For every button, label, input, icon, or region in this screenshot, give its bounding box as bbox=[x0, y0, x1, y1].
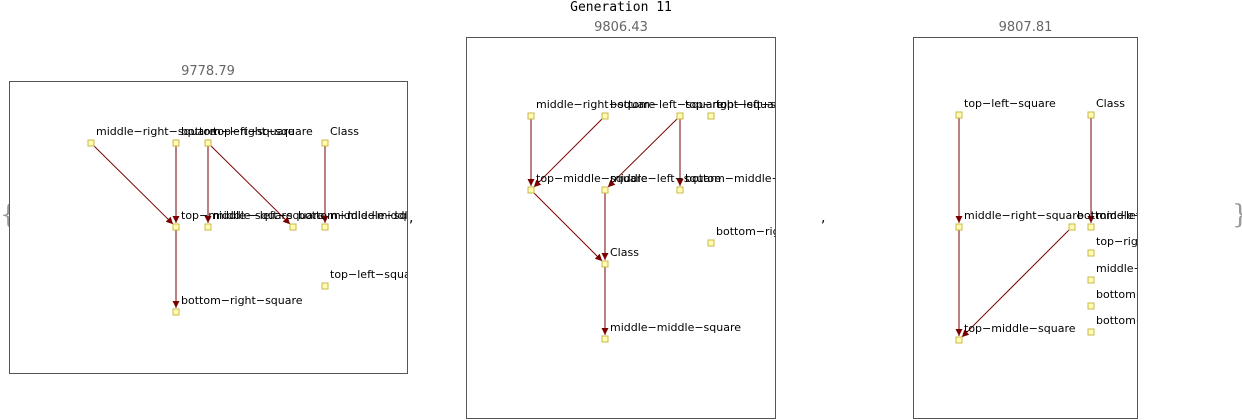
graph-1-node-brs bbox=[172, 139, 180, 147]
graph-2-node-cls bbox=[601, 260, 609, 268]
graph-2-node-trs bbox=[676, 112, 684, 120]
graph-2-node-label-trs: top−right−square bbox=[685, 98, 775, 111]
graph-2-node-bls bbox=[601, 112, 609, 120]
graph-2-score: 9806.43 bbox=[594, 20, 648, 35]
separator-2: , bbox=[821, 210, 826, 226]
graph-3-score: 9807.81 bbox=[998, 20, 1053, 35]
graph-2-node-tms bbox=[527, 186, 535, 194]
graph-3-node-tms bbox=[955, 336, 963, 344]
graph-2-node-label-brs: bottom−right−square bbox=[716, 225, 775, 238]
graph-3-node-bls bbox=[1068, 223, 1076, 231]
graph-1-node-label-brs2: bottom−right−square bbox=[181, 294, 303, 307]
graph-1-node-label-cls: Class bbox=[330, 125, 359, 138]
graph-3-node-label-tms: top−middle−square bbox=[964, 322, 1076, 335]
graph-1-edge-mrs-to-tms bbox=[90, 142, 174, 225]
graph-1-node-label-mls: middle−left−square bbox=[213, 209, 325, 222]
graph-3-node-bms bbox=[1087, 302, 1095, 310]
graph-1-node-label-trs: top−right−square bbox=[213, 125, 313, 138]
graph-3-node-mrs bbox=[955, 223, 963, 231]
graph-2-node-mrs bbox=[527, 112, 535, 120]
graph-3-node-label-brs: bottom−right−square bbox=[1096, 314, 1137, 327]
graph-1-node-label-tms: top−middle−square bbox=[181, 209, 293, 222]
graph-3-node-label-mls: middle−left−square bbox=[1096, 262, 1137, 275]
graph-3-node-label-mrs: middle−right−square bbox=[964, 209, 1084, 222]
graph-1-node-label-mms: middle−middle−square bbox=[330, 209, 407, 222]
graph-2-node-label-bls: bottom−left−square bbox=[610, 98, 724, 111]
graph-2-node-label-cls: Class bbox=[610, 246, 639, 259]
graph-3-node-label-tls: top−left−square bbox=[964, 97, 1056, 110]
graph-1-edge-trs-to-bms bbox=[207, 142, 291, 225]
graph-2-edge-bls-to-tms bbox=[533, 115, 606, 188]
graph-2-node-bms bbox=[676, 186, 684, 194]
graph-1-node-tls bbox=[321, 282, 329, 290]
graph-3-node-label-cls: Class bbox=[1096, 97, 1125, 110]
graph-2-edge-trs-to-mls bbox=[607, 115, 681, 188]
graph-1-node-brs2 bbox=[172, 308, 180, 316]
graph-3-edge-bls-to-tms bbox=[961, 226, 1073, 338]
graph-3-node-label-bms: bottom−middle−square bbox=[1096, 288, 1137, 301]
graph-2-node-label-tls: top−left−square bbox=[716, 98, 775, 111]
graph-3-node-label-bls: bottom−left−square bbox=[1077, 209, 1137, 222]
graph-2-panel: middle−right−square bottom−left−square top… bbox=[466, 37, 776, 419]
separator-1: , bbox=[409, 210, 414, 226]
graph-3-node-trs bbox=[1087, 249, 1095, 257]
graph-2-node-mms bbox=[601, 335, 609, 343]
graph-2-node-label-mrs: middle−right−square bbox=[536, 98, 656, 111]
graph-2-node-brs bbox=[707, 239, 715, 247]
graph-1-node-trs bbox=[204, 139, 212, 147]
generation-title: Generation 11 bbox=[570, 0, 672, 15]
graph-3-node-label-trs: top−right−square bbox=[1096, 235, 1137, 248]
graph-1-node-bms bbox=[289, 223, 297, 231]
graph-3-node-mls bbox=[1087, 276, 1095, 284]
graph-2-edge-tms-to-cls bbox=[530, 189, 603, 262]
graph-1-node-label-bms: bottom−middle−square bbox=[298, 209, 407, 222]
graph-2-node-tls bbox=[707, 112, 715, 120]
close-brace: } bbox=[1232, 200, 1242, 230]
graph-3-node-cls bbox=[1087, 111, 1095, 119]
graph-2-node-label-mms: middle−middle−square bbox=[610, 321, 741, 334]
graph-2-node-label-mls: middle−left−square bbox=[610, 172, 722, 185]
graph-3-panel: top−left−square Class middle−right−square b… bbox=[913, 37, 1138, 419]
graph-1-node-label-brs: bottom−left−square bbox=[181, 125, 295, 138]
graph-3-node-tls bbox=[955, 111, 963, 119]
graph-2-node-label-tms: top−middle−square bbox=[536, 172, 648, 185]
graph-1-node-label-mrs: middle−right−square bbox=[96, 125, 216, 138]
graph-3-node-mms bbox=[1087, 223, 1095, 231]
graph-1-node-cls bbox=[321, 139, 329, 147]
graph-3-node-brs bbox=[1087, 328, 1095, 336]
graph-2-node-mls bbox=[601, 186, 609, 194]
graph-1-score: 9778.79 bbox=[181, 64, 235, 79]
graph-1-node-tms bbox=[172, 223, 180, 231]
graph-1-node-mms bbox=[321, 223, 329, 231]
graph-1-node-label-tls: top−left−square bbox=[330, 268, 407, 281]
graph-3-node-label-mms: middle−middle−square bbox=[1096, 209, 1137, 222]
graph-1-node-mrs bbox=[87, 139, 95, 147]
graph-1-node-mls bbox=[204, 223, 212, 231]
graph-2-node-label-bms: bottom−middle−square bbox=[685, 172, 775, 185]
graph-1-panel: middle−right−square bottom−left−square top… bbox=[9, 81, 408, 374]
